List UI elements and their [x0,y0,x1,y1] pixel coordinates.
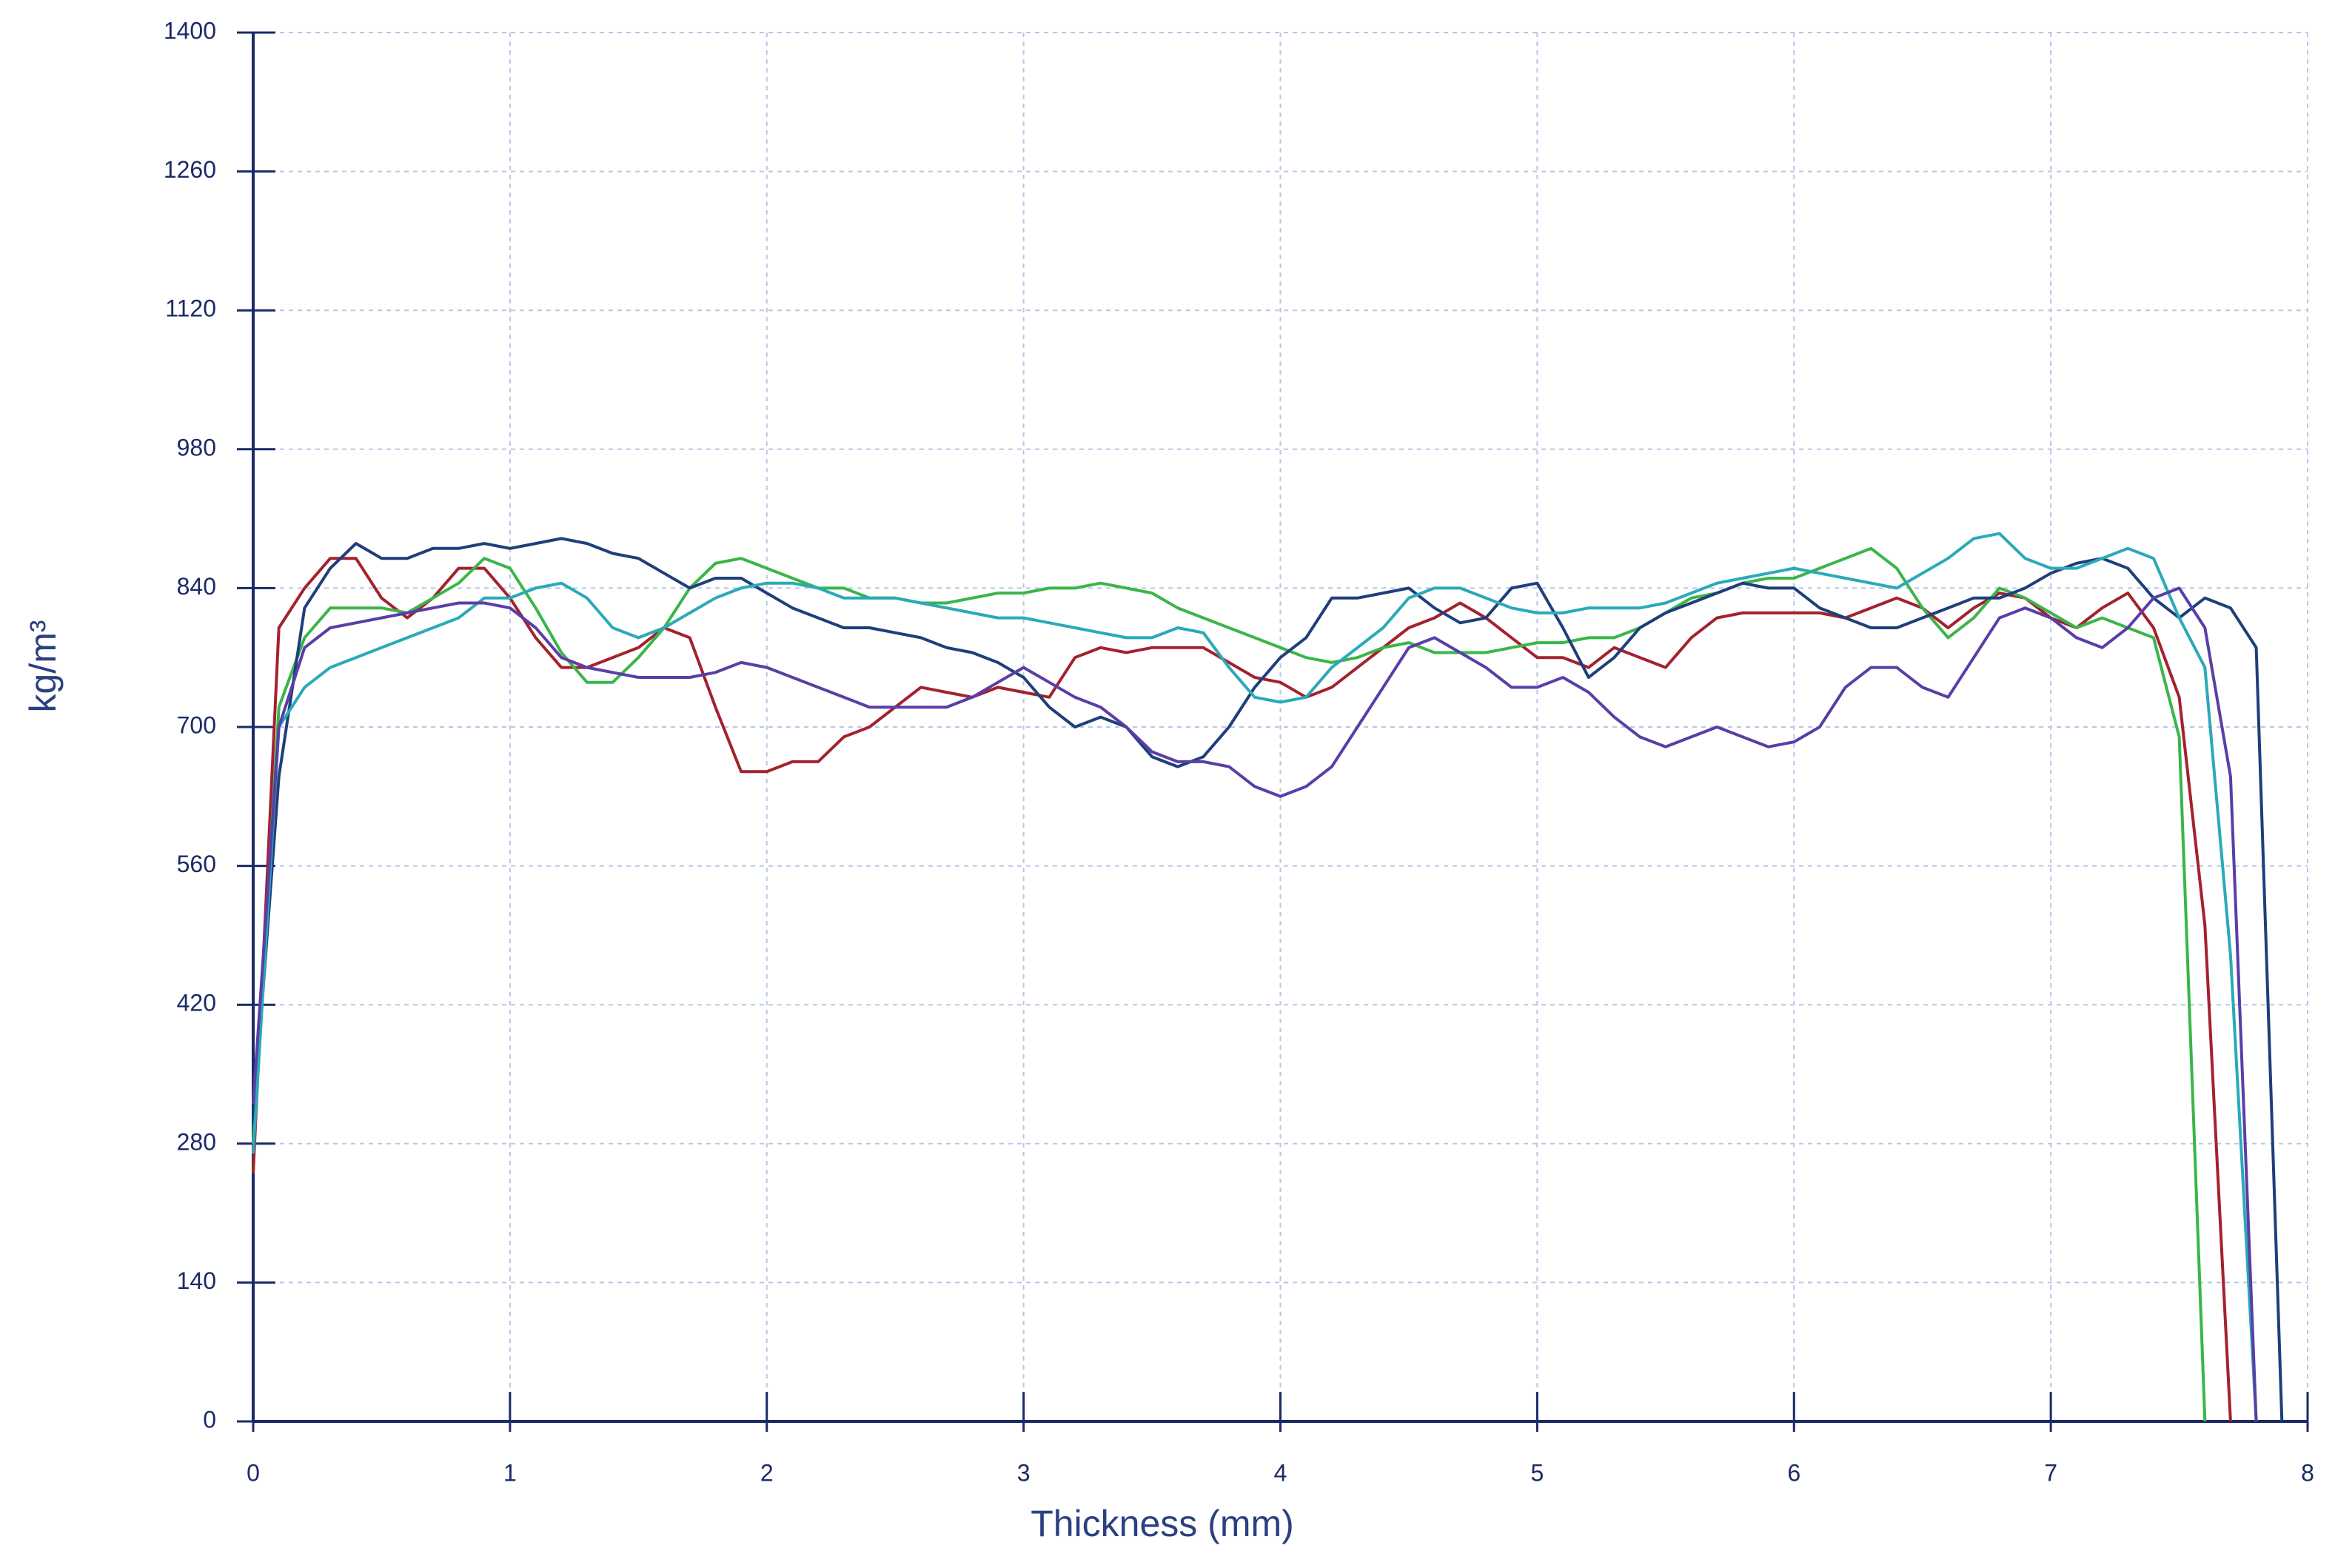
x-tick-label: 0 [247,1459,260,1486]
x-tick-label: 3 [1017,1459,1031,1486]
x-tick-label: 5 [1530,1459,1544,1486]
y-tick-label: 700 [177,711,216,738]
y-tick-label: 0 [203,1406,216,1433]
x-axis-label: Thickness (mm) [1031,1503,1294,1544]
series-line [252,532,2258,1422]
y-tick-label: 1120 [165,295,216,322]
y-tick-label: 560 [177,851,216,877]
x-tick-label: 4 [1274,1459,1287,1486]
x-tick-label: 7 [2044,1459,2057,1486]
x-tick-label: 6 [1787,1459,1800,1486]
series-line [252,546,2207,1422]
y-tick-label: 1260 [164,156,216,183]
y-tick-label: 420 [177,990,216,1016]
series-line [252,557,2232,1422]
y-tick-label: 280 [177,1128,216,1155]
series-line [252,537,2284,1422]
series-line [252,586,2258,1422]
y-tick-label: 980 [177,434,216,460]
x-tick-label: 1 [503,1459,517,1486]
x-tick-label: 8 [2301,1459,2314,1486]
y-tick-label: 1400 [164,17,216,44]
y-axis-label: kg/m³ [22,620,64,713]
x-tick-label: 2 [760,1459,774,1486]
y-tick-label: 140 [177,1267,216,1294]
y-tick-label: 840 [177,573,216,600]
